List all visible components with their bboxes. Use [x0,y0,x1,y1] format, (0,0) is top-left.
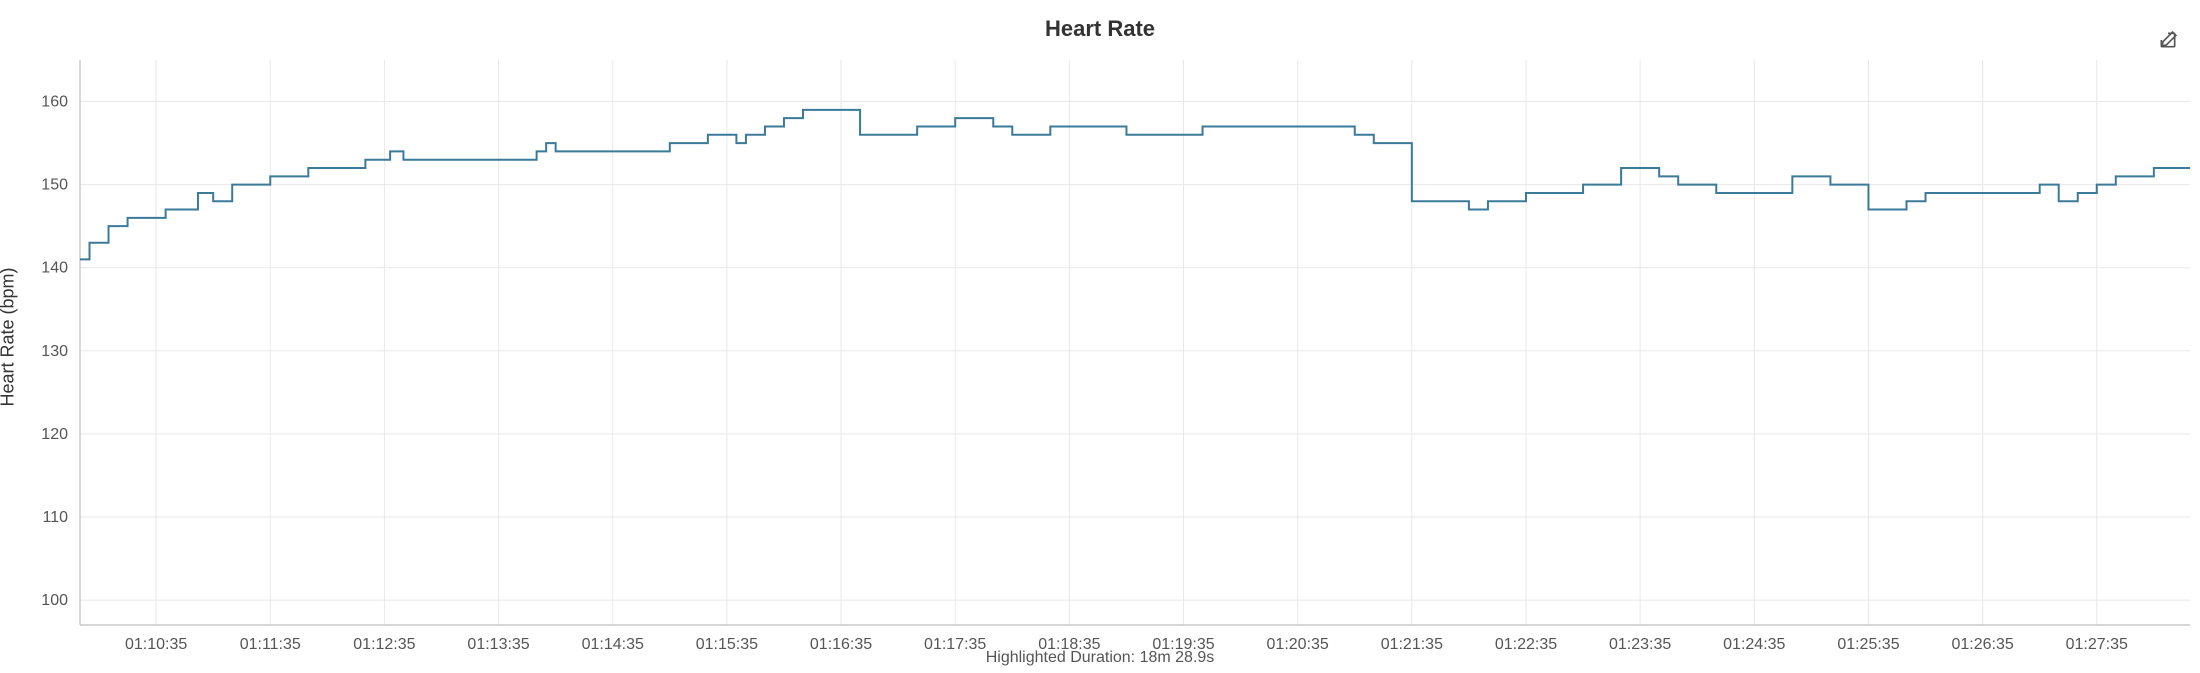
y-tick-label: 160 [41,94,68,111]
heart-rate-chart: Heart Rate Heart Rate (bpm) 100110120130… [0,0,2200,673]
y-tick-label: 100 [41,592,68,609]
y-tick-label: 110 [42,509,68,526]
duration-caption: Highlighted Duration: 18m 28.9s [0,649,2200,667]
y-tick-label: 140 [41,260,68,277]
y-tick-label: 120 [41,426,68,443]
chart-svg: 10011012013014015016001:10:3501:11:3501:… [0,0,2200,673]
y-tick-label: 150 [41,177,68,194]
y-tick-label: 130 [41,343,68,360]
